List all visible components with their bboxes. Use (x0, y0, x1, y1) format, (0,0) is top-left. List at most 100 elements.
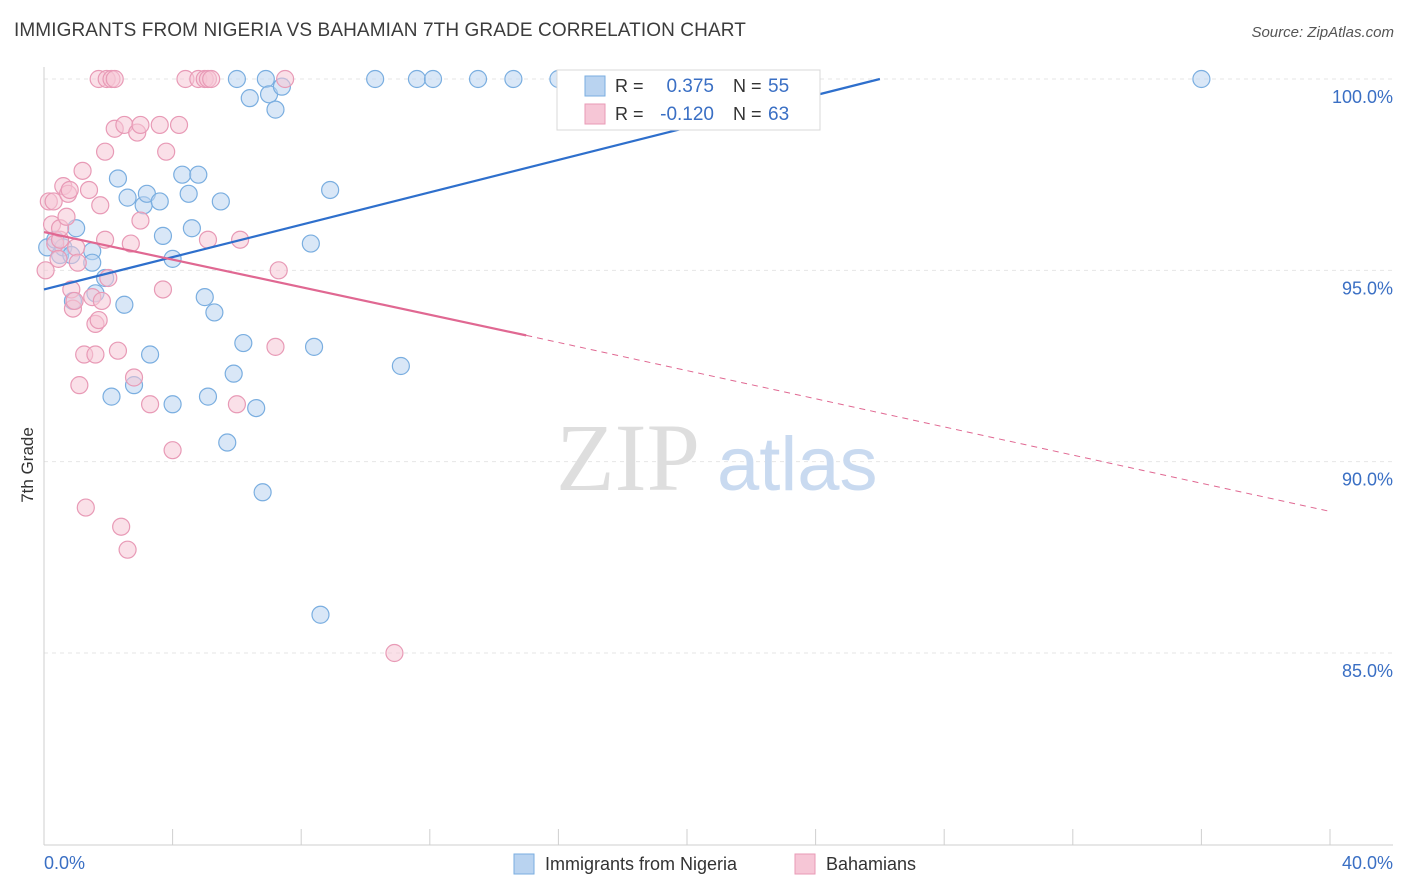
nigeria-point (391, 356, 410, 376)
nigeria-point (266, 100, 285, 119)
bahamians-point (65, 291, 84, 311)
data-points (36, 69, 1211, 663)
bahamians-point (89, 310, 108, 330)
nigeria-point (189, 165, 208, 184)
nigeria-point (140, 345, 160, 364)
bahamians-point (169, 115, 189, 135)
bahamians-point (131, 211, 150, 230)
nigeria-point (118, 188, 137, 207)
bahamians-point (68, 253, 87, 272)
nigeria-point (321, 180, 340, 200)
nigeria-point (102, 387, 121, 406)
bahamians-point (86, 345, 105, 364)
bahamians-point (163, 441, 182, 460)
legend-label-bahamians[interactable]: Bahamians (826, 854, 916, 874)
stats-legend-r-value-2: -0.120 (660, 104, 714, 125)
stats-legend-r-value-1: 0.375 (666, 76, 714, 97)
legend-swatch-nigeria[interactable] (513, 853, 535, 875)
x-tick-label-min: 0.0% (44, 853, 85, 873)
bahamians-point (124, 368, 144, 387)
bahamians-point (153, 280, 173, 299)
nigeria-point (179, 184, 198, 203)
stats-legend-r-label-1: R = (615, 76, 644, 96)
bahamians-trend-extension (526, 334, 1331, 512)
stats-legend-r-label-2: R = (615, 104, 644, 124)
legend-label-nigeria[interactable]: Immigrants from Nigeria (545, 854, 738, 874)
bahamians-point (266, 337, 285, 356)
bahamians-point (227, 395, 246, 414)
bahamians-point (202, 69, 221, 89)
nigeria-point (108, 169, 128, 188)
bahamians-point (118, 540, 137, 559)
stats-legend: R = 0.375 N = 55 R = -0.120 N = 63 (556, 69, 821, 131)
bahamians-point (108, 341, 128, 360)
nigeria-point (247, 398, 266, 418)
bahamians-point (44, 192, 63, 211)
nigeria-point (423, 69, 443, 89)
bahamians-point (150, 115, 169, 135)
nigeria-point (407, 69, 427, 89)
bahamians-point (276, 69, 295, 89)
bahamians-point (49, 249, 68, 268)
bahamians-point (385, 643, 404, 663)
nigeria-point (504, 69, 523, 89)
bahamians-point (70, 376, 89, 395)
nigeria-point (198, 387, 218, 406)
nigeria-point (195, 288, 214, 307)
bahamians-point (36, 261, 55, 280)
nigeria-point (163, 395, 182, 414)
chart-source: Source: ZipAtlas.com (1251, 24, 1394, 41)
bahamians-point (140, 395, 160, 414)
stats-legend-n-label-1: N = (733, 76, 762, 96)
grid (44, 78, 1393, 654)
bahamians-point (57, 207, 76, 226)
watermark-zip: ZIP (556, 404, 700, 511)
nigeria-point (253, 483, 272, 502)
nigeria-point (153, 226, 173, 245)
stats-legend-swatch-nigeria (584, 75, 606, 97)
nigeria-point (182, 219, 201, 238)
nigeria-point (301, 234, 320, 253)
axis-labels: 7th Grade 0.0% 40.0% 85.0% 90.0% 95.0% 100.… (18, 87, 1393, 873)
nigeria-point (234, 333, 253, 353)
bahamians-point (269, 261, 288, 280)
bahamians-point (67, 238, 86, 257)
nigeria-point (366, 69, 385, 89)
bahamians-point (76, 498, 95, 517)
nigeria-point (256, 69, 275, 89)
y-tick-label: 95.0% (1342, 278, 1393, 298)
y-axis-label: 7th Grade (18, 427, 37, 503)
nigeria-point (224, 364, 243, 383)
bahamians-point (112, 517, 131, 536)
y-tick-label: 85.0% (1342, 661, 1393, 681)
nigeria-point (227, 69, 246, 89)
bahamians-point (95, 142, 115, 161)
x-tick-label-max: 40.0% (1342, 853, 1393, 873)
nigeria-point (1192, 69, 1211, 89)
nigeria-point (311, 605, 330, 624)
bahamians-point (73, 161, 92, 180)
stats-legend-n-value-1: 55 (768, 76, 789, 97)
nigeria-point (468, 69, 488, 89)
y-tick-label: 90.0% (1342, 470, 1393, 490)
nigeria-point (240, 89, 259, 108)
nigeria-point (150, 192, 169, 211)
nigeria-point (205, 303, 224, 322)
bahamians-point (157, 142, 176, 161)
bahamians-point (91, 196, 110, 215)
bahamians-trend-line (43, 230, 527, 337)
legend-swatch-bahamians[interactable] (794, 853, 816, 875)
series-legend: Immigrants from Nigeria Bahamians (513, 853, 916, 875)
stats-legend-n-label-2: N = (733, 104, 762, 124)
stats-legend-n-value-2: 63 (768, 104, 789, 125)
nigeria-point (304, 337, 324, 356)
nigeria-point (218, 433, 237, 452)
bahamians-point (79, 180, 99, 200)
bahamians-point (92, 291, 111, 311)
watermark-atlas: atlas (717, 422, 878, 507)
y-tick-label: 100.0% (1332, 87, 1393, 107)
bahamians-point (121, 234, 140, 253)
watermark: ZIP atlas (556, 404, 878, 511)
nigeria-point (211, 192, 230, 211)
